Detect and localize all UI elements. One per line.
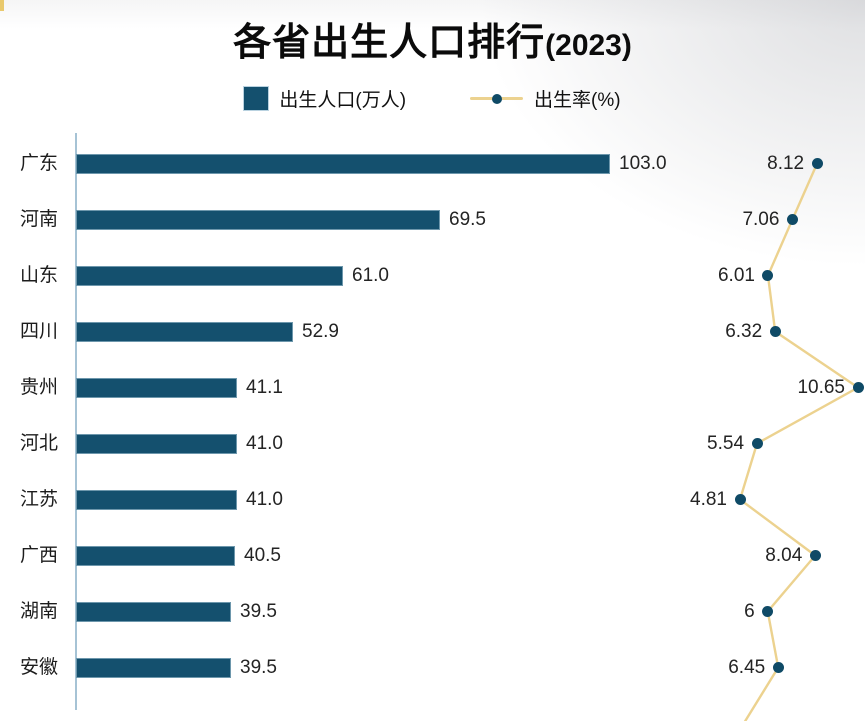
category-label: 贵州 bbox=[19, 376, 58, 398]
birth-rate-point bbox=[786, 214, 798, 225]
category-label: 湖南 bbox=[19, 600, 58, 622]
population-value-label: 61.0 bbox=[352, 264, 389, 286]
population-value-label: 39.5 bbox=[240, 656, 277, 678]
population-value-label: 103.0 bbox=[619, 152, 667, 174]
population-value-label: 41.1 bbox=[246, 376, 283, 398]
population-bar bbox=[76, 657, 231, 678]
legend: 出生人口(万人) 出生率(%) bbox=[0, 85, 865, 112]
birth-rate-value-label: 8.04 bbox=[765, 544, 803, 566]
legend-item-population: 出生人口(万人) bbox=[244, 85, 406, 112]
population-bar bbox=[76, 209, 440, 230]
population-value-label: 40.5 bbox=[244, 544, 281, 566]
bar-swatch-icon bbox=[244, 87, 269, 110]
birth-rate-point bbox=[762, 606, 774, 617]
page-title-year: (2023) bbox=[545, 29, 632, 62]
population-bar bbox=[76, 489, 237, 510]
birth-rate-point bbox=[751, 438, 763, 449]
birth-rate-point bbox=[769, 326, 781, 337]
category-label: 山东 bbox=[19, 264, 58, 286]
population-value-label: 41.0 bbox=[246, 488, 283, 510]
population-bar bbox=[76, 321, 293, 342]
page-title: 各省出生人口排行(2023) bbox=[0, 22, 865, 66]
birth-rate-value-label: 8.12 bbox=[767, 152, 805, 174]
category-label: 安徽 bbox=[19, 656, 58, 678]
line-dot-icon bbox=[491, 93, 502, 104]
population-bar bbox=[76, 601, 231, 622]
birth-rate-point bbox=[811, 158, 823, 169]
population-value-label: 41.0 bbox=[246, 432, 283, 454]
page-title-main: 各省出生人口排行 bbox=[233, 22, 546, 64]
population-bar bbox=[76, 153, 610, 174]
birth-rate-value-label: 6.45 bbox=[728, 656, 766, 678]
category-label: 河南 bbox=[19, 208, 58, 230]
category-label: 四川 bbox=[19, 320, 58, 342]
population-value-label: 69.5 bbox=[449, 208, 486, 230]
legend-label-rate: 出生率(%) bbox=[534, 90, 621, 111]
population-bar bbox=[76, 433, 237, 454]
birth-rate-point bbox=[852, 382, 864, 393]
birth-rate-value-label: 6 bbox=[744, 600, 755, 622]
population-bar bbox=[76, 265, 343, 286]
birth-rate-value-label: 5.54 bbox=[707, 432, 745, 454]
birth-rate-point bbox=[734, 494, 746, 505]
legend-label-population: 出生人口(万人) bbox=[279, 90, 407, 111]
population-value-label: 39.5 bbox=[240, 600, 277, 622]
birth-rate-value-label: 10.65 bbox=[797, 376, 845, 398]
birth-rate-value-label: 6.01 bbox=[717, 264, 755, 286]
category-label: 广东 bbox=[19, 152, 58, 174]
y-axis-line bbox=[75, 133, 77, 710]
birth-rate-point bbox=[772, 662, 784, 673]
category-label: 广西 bbox=[19, 544, 58, 566]
category-label: 江苏 bbox=[19, 488, 58, 510]
legend-item-rate: 出生率(%) bbox=[470, 85, 621, 112]
birth-rate-value-label: 6.32 bbox=[725, 320, 763, 342]
line-swatch-icon bbox=[470, 93, 524, 104]
population-bar bbox=[76, 545, 235, 566]
birth-rate-value-label: 7.06 bbox=[742, 208, 780, 230]
corner-artifact bbox=[0, 0, 4, 11]
population-value-label: 52.9 bbox=[302, 320, 339, 342]
population-bar bbox=[76, 377, 237, 398]
birth-rate-value-label: 4.81 bbox=[690, 488, 727, 510]
birth-rate-point bbox=[809, 550, 821, 561]
birth-rate-point bbox=[762, 270, 774, 281]
category-label: 河北 bbox=[19, 432, 58, 454]
